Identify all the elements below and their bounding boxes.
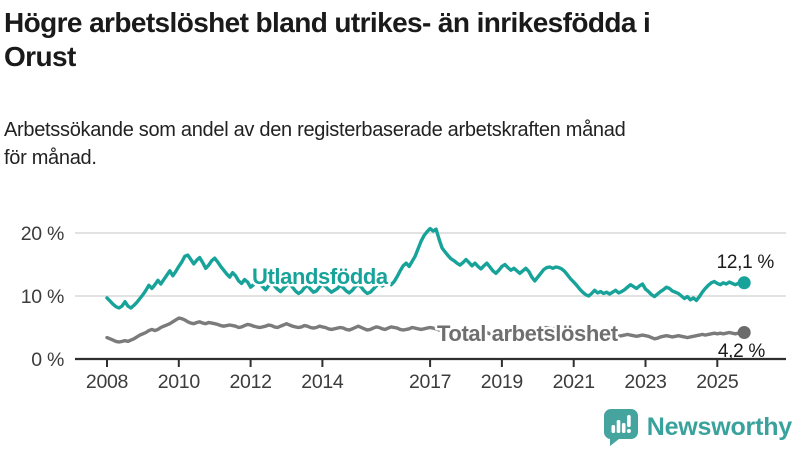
end-dot-utlandsfodda (737, 276, 751, 290)
series-label-utlandsfodda: Utlandsfödda (252, 264, 389, 289)
chart-subtitle: Arbetssökande som andel av den registerb… (4, 116, 794, 172)
x-tick-label: 2019 (481, 371, 523, 393)
x-tick-label: 2014 (301, 371, 344, 393)
x-tick-label: 2017 (409, 371, 451, 393)
title-line-2: Orust (4, 41, 76, 72)
end-value-label-total: 4,2 % (718, 341, 765, 362)
end-dot-total (737, 326, 751, 339)
y-tick-label: 20 % (21, 223, 64, 245)
x-tick-label: 2021 (553, 371, 595, 393)
newsworthy-logo: Newsworthy (603, 408, 792, 446)
series-line-total (105, 316, 746, 344)
end-value-label-utlandsfodda: 12,1 % (717, 252, 775, 273)
newsworthy-chart-bubble-icon (603, 409, 638, 446)
x-tick-label: 2023 (624, 371, 666, 393)
y-tick-label: 0 % (31, 349, 64, 371)
x-tick-label: 2008 (86, 371, 128, 393)
x-tick-label: 2025 (696, 371, 739, 393)
x-tick-label: 2012 (230, 371, 272, 393)
logo-bars (611, 415, 631, 433)
page-title: Högre arbetslöshet bland utrikes- än inr… (4, 6, 796, 74)
newsworthy-wordmark: Newsworthy (646, 412, 792, 441)
x-tick-label: 2010 (158, 371, 201, 393)
series-label-total: Total arbetslöshet (437, 321, 619, 346)
subtitle-line-2: för månad. (4, 147, 97, 169)
title-line-1: Högre arbetslöshet bland utrikes- än inr… (4, 7, 651, 38)
subtitle-line-1: Arbetssökande som andel av den registerb… (4, 119, 626, 141)
series-line-utlandsfodda (105, 226, 746, 310)
y-tick-label: 10 % (21, 286, 64, 308)
